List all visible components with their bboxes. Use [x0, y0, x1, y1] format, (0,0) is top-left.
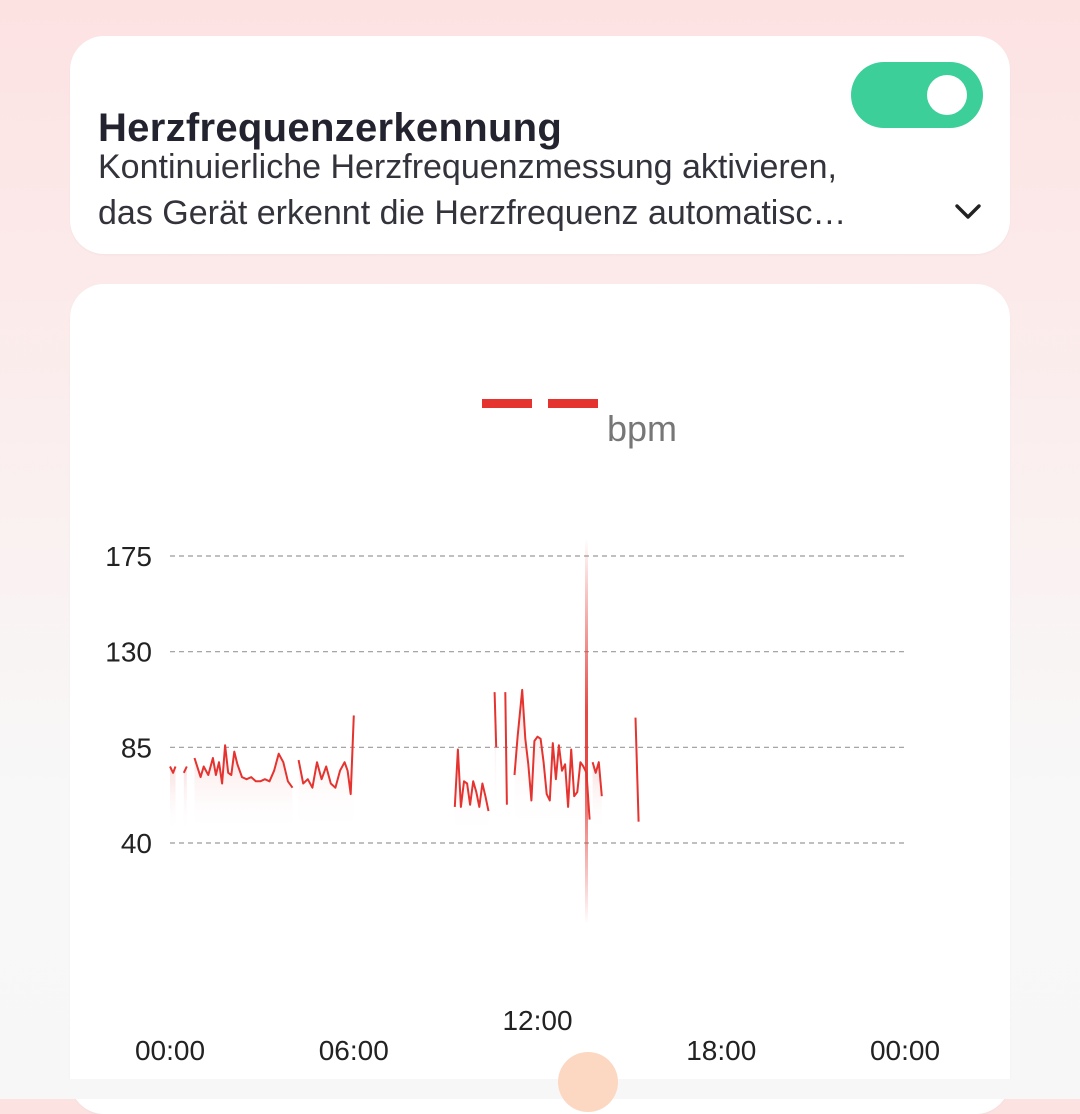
- time-scrubber-handle[interactable]: [558, 1052, 618, 1112]
- series-line: [591, 761, 603, 797]
- current-reading-dash-1: [482, 399, 532, 408]
- heart-rate-chart[interactable]: bpm 175 130 85 40 00:00 06:00 12:00 18:00 00:00: [70, 284, 1010, 1114]
- heart-rate-detection-toggle[interactable]: [851, 62, 983, 128]
- x-tick-label: 12:00: [502, 1005, 572, 1036]
- x-tick-label: 00:00: [870, 1035, 940, 1066]
- time-cursor-line: [585, 539, 588, 924]
- series-area: [454, 749, 489, 833]
- series-line: [297, 715, 355, 796]
- description-line-2: das Gerät erkennt die Herzfrequenz autom…: [98, 194, 847, 232]
- heart-rate-detection-title: Herzfrequenzerkennung: [98, 106, 563, 150]
- y-tick-label: 130: [105, 637, 152, 668]
- description-line-1: Kontinuierliche Herzfrequenzmessung akti…: [98, 148, 837, 186]
- series-area: [183, 766, 187, 833]
- toggle-knob: [927, 75, 967, 115]
- series-area: [170, 766, 176, 833]
- series-line: [493, 692, 498, 748]
- current-reading-dash-2: [548, 399, 598, 408]
- series-line: [193, 744, 294, 789]
- series-line: [504, 692, 508, 805]
- series-line: [182, 766, 188, 774]
- current-reading-unit: bpm: [607, 408, 677, 449]
- y-tick-label: 85: [121, 732, 152, 763]
- series-area: [298, 715, 354, 833]
- heart-rate-detection-card: Herzfrequenzerkennung Kontinuierliche He…: [70, 36, 1010, 254]
- series-line: [169, 766, 177, 774]
- x-tick-label: 18:00: [686, 1035, 756, 1066]
- series-line: [513, 688, 591, 820]
- y-tick-label: 40: [121, 828, 152, 859]
- bottom-bar: [0, 1079, 1080, 1099]
- y-tick-label: 175: [105, 541, 152, 572]
- chevron-down-icon[interactable]: [950, 194, 986, 230]
- series-line: [453, 748, 490, 812]
- series-line: [634, 717, 640, 822]
- x-tick-label: 06:00: [319, 1035, 389, 1066]
- heart-rate-chart-card: bpm 175 130 85 40 00:00 06:00 12:00 18:00 00:00: [70, 284, 1010, 1114]
- handle-notch: [0, 1079, 1080, 1099]
- x-tick-label: 00:00: [135, 1035, 205, 1066]
- heart-rate-detection-description: Kontinuierliche Herzfrequenzmessung akti…: [98, 144, 958, 236]
